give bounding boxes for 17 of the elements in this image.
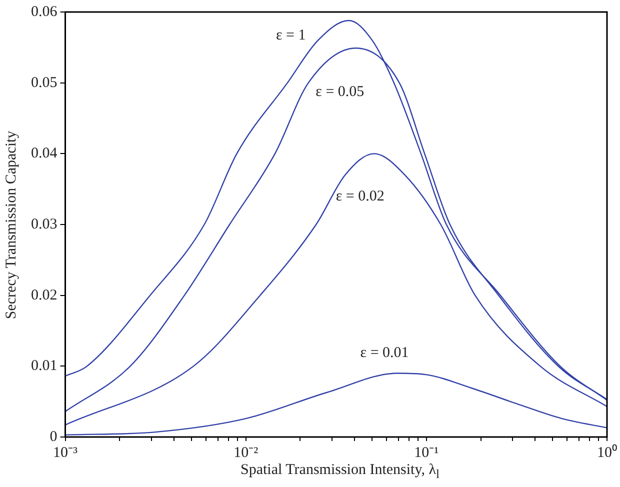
y-tick-label: 0.03 [31, 216, 58, 232]
x-tick-label: 10⁻¹ [414, 444, 439, 461]
x-tick-label: 10⁰ [597, 444, 617, 461]
series-label: ε = 0.05 [316, 84, 364, 100]
y-tick-label: 0.04 [31, 146, 58, 162]
y-tick-label: 0.01 [31, 358, 58, 374]
x-axis-title: Spatial Transmission Intensity, λ$_{l}$ [240, 462, 440, 482]
x-tick-label: 10⁻³ [53, 444, 78, 461]
series-label: ε = 0.01 [360, 345, 409, 362]
y-axis-title: Secrecy Transmission Capacity [4, 130, 20, 320]
y-tick-label: 0 [50, 428, 58, 445]
y-tick-label: 0.05 [31, 74, 58, 91]
x-tick-label: 10⁻² [234, 444, 259, 461]
y-tick-label: 0.06 [31, 4, 58, 20]
y-tick-label: 0.02 [31, 287, 58, 304]
series-label: ε = 1 [276, 27, 306, 44]
series-label: ε = 0.02 [336, 188, 384, 205]
